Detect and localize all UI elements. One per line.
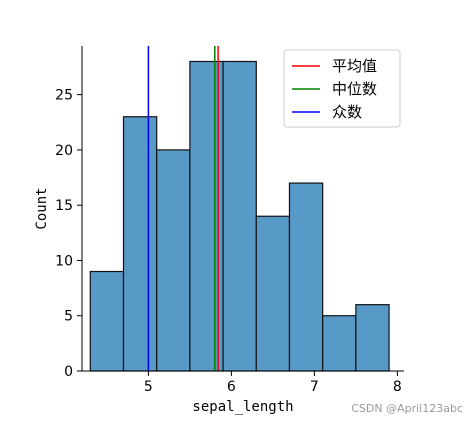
x-tick-label: 8 [393,379,402,395]
histogram-bar-9 [355,304,390,372]
histogram-bar-1 [89,270,125,372]
histogram-bar-2 [122,116,158,372]
y-ticks: 0 5 10 15 20 25 [55,88,82,380]
stat-lines [147,46,219,371]
legend-box [283,49,401,128]
x-ticks: 5 6 7 8 [144,371,402,395]
y-tick-label: 10 [55,253,73,269]
watermark: CSDN @April123abc [351,402,463,415]
y-tick-label: 20 [55,143,73,159]
histogram-bar-5 [222,60,257,372]
x-axis-label: sepal_length [192,399,293,415]
x-tick-label: 6 [227,379,236,395]
histogram-bars [89,60,390,372]
x-tick-label: 7 [310,379,319,395]
legend-entry-label: 平均值 [332,57,377,75]
histogram-bar-7 [288,182,324,372]
y-tick-label: 25 [55,88,73,104]
histogram-bar-6 [255,215,291,372]
x-tick-label: 5 [144,379,153,395]
histogram-bar-8 [322,315,357,372]
y-axis-label: Count [34,187,50,229]
y-tick-label: 0 [64,364,73,380]
histogram-bar-3 [156,149,191,372]
axes [81,46,404,372]
y-tick-label: 5 [64,309,73,325]
legend-entry-label: 众数 [332,103,362,121]
legend-entry-label: 中位数 [332,80,377,98]
y-tick-label: 15 [55,198,73,214]
